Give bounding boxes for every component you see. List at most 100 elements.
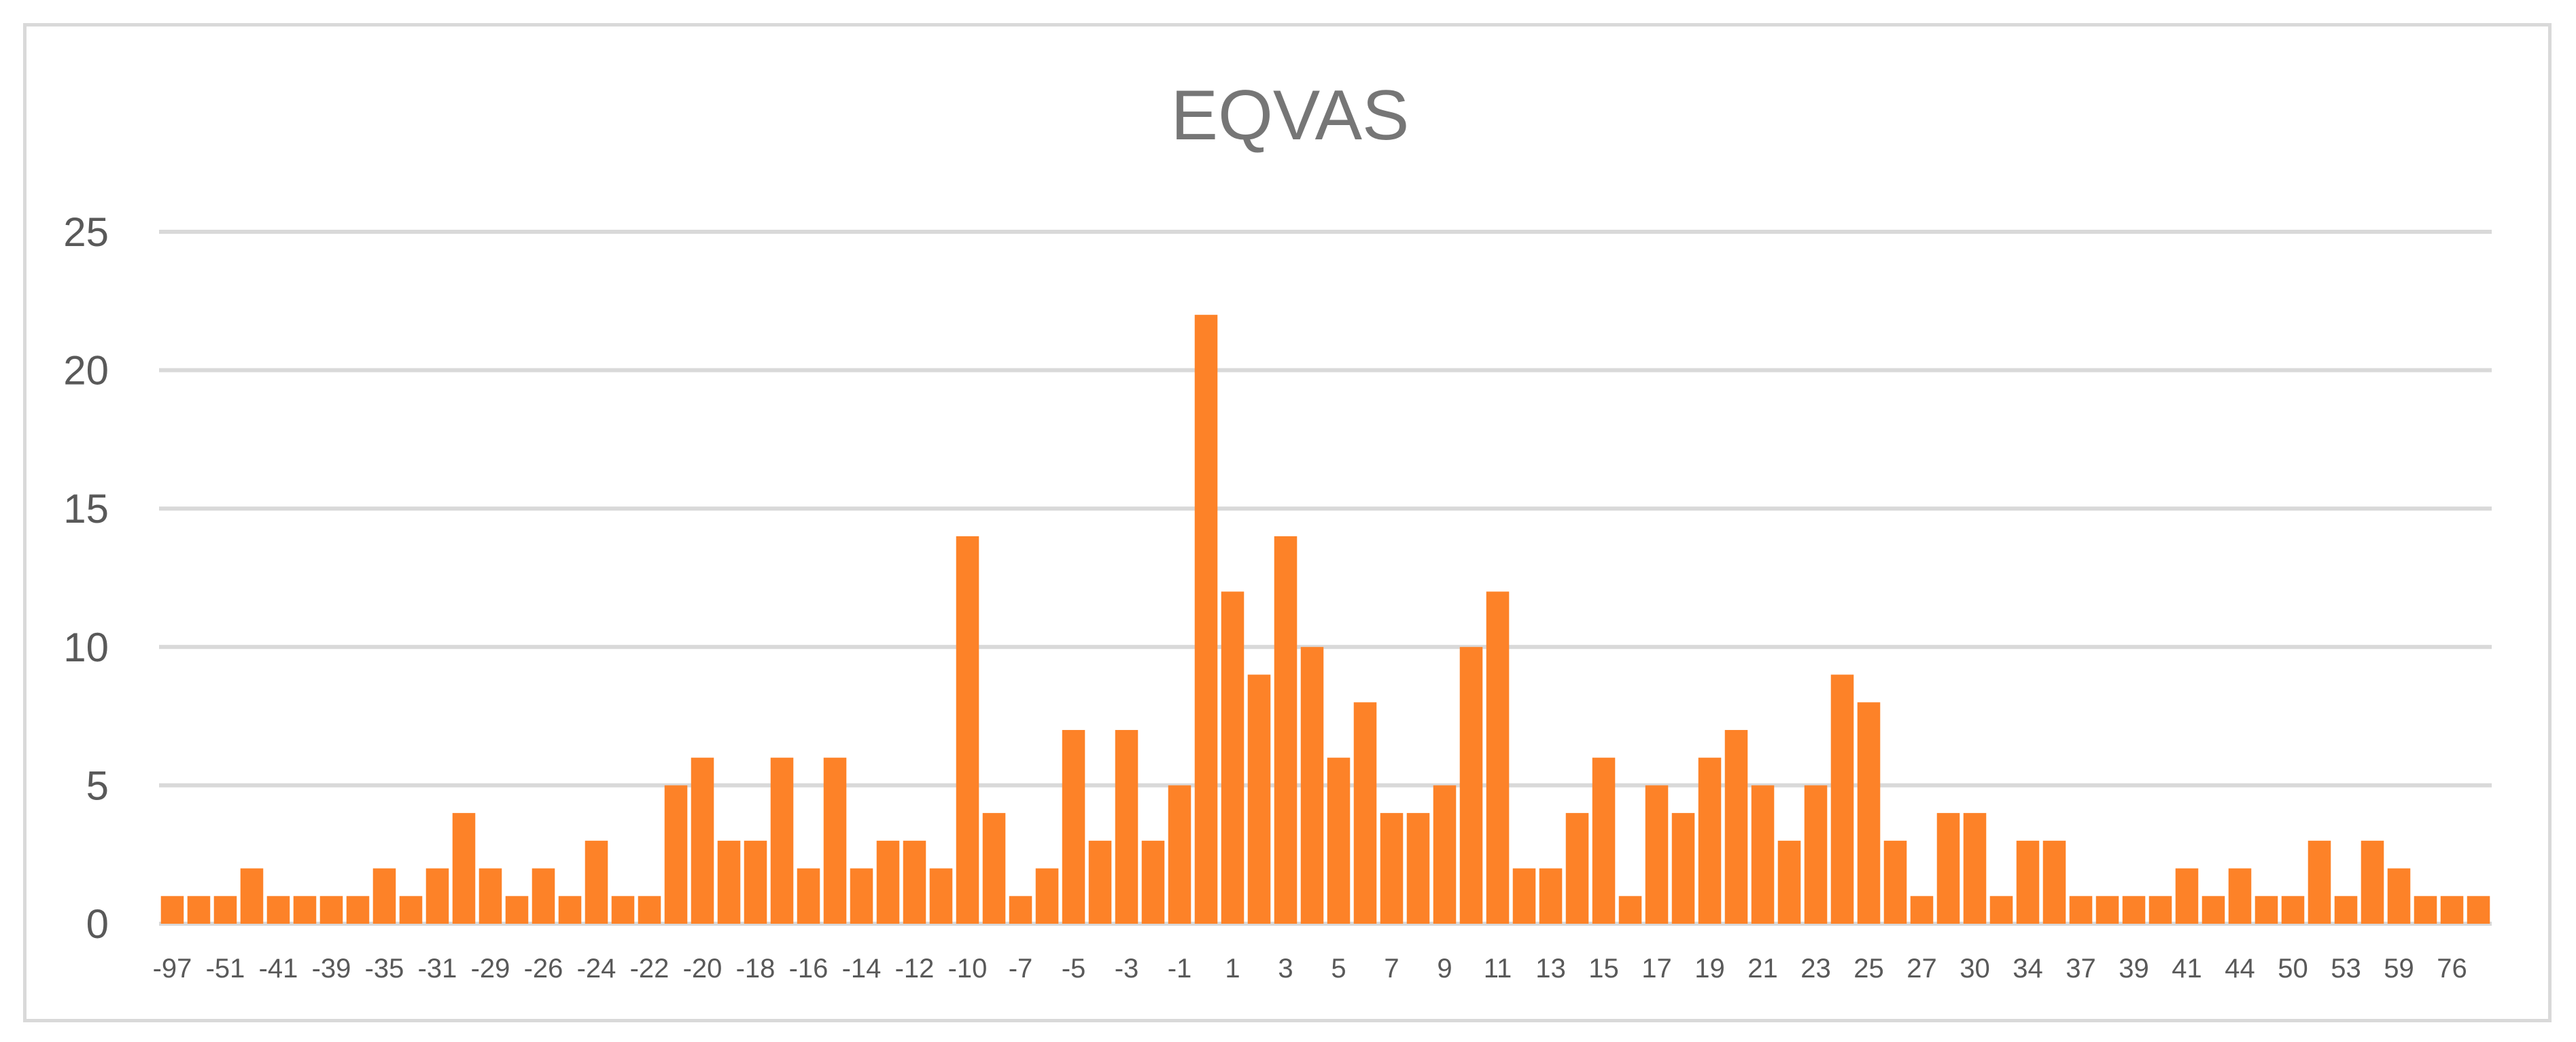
bar-33 bbox=[1035, 868, 1059, 924]
x-tick-label: -41 bbox=[259, 954, 298, 984]
bar-19 bbox=[664, 785, 688, 924]
x-tick-label: -1 bbox=[1168, 954, 1192, 984]
x-tick-label: -51 bbox=[206, 954, 245, 984]
x-tick-label: 59 bbox=[2384, 954, 2414, 984]
x-tick-label: -22 bbox=[630, 954, 669, 984]
bar-29 bbox=[929, 868, 953, 924]
bar-2 bbox=[213, 896, 237, 924]
x-tick-label: 17 bbox=[1641, 954, 1672, 984]
bar-61 bbox=[1777, 840, 1801, 924]
x-tick-label: 1 bbox=[1225, 954, 1240, 984]
bar-75 bbox=[2148, 896, 2172, 924]
x-tick-label: -14 bbox=[842, 954, 882, 984]
bar-39 bbox=[1194, 315, 1218, 924]
bar-18 bbox=[638, 896, 661, 924]
bar-56 bbox=[1645, 785, 1669, 924]
x-tick-label: -5 bbox=[1062, 954, 1086, 984]
bar-51 bbox=[1512, 868, 1536, 924]
x-tick-label: -16 bbox=[789, 954, 829, 984]
bar-73 bbox=[2095, 896, 2119, 924]
bar-42 bbox=[1274, 536, 1298, 924]
bar-74 bbox=[2122, 896, 2146, 924]
x-tick-label: 76 bbox=[2437, 954, 2467, 984]
y-tick-label: 25 bbox=[63, 209, 109, 255]
bar-23 bbox=[770, 757, 794, 924]
y-tick-label: 10 bbox=[63, 625, 109, 670]
bar-6 bbox=[319, 896, 343, 924]
bar-4 bbox=[266, 896, 290, 924]
x-tick-label: 50 bbox=[2278, 954, 2308, 984]
bar-60 bbox=[1751, 785, 1775, 924]
bars bbox=[160, 315, 2490, 924]
x-tick-label: 41 bbox=[2172, 954, 2202, 984]
bar-49 bbox=[1459, 646, 1483, 924]
y-tick-label: 15 bbox=[63, 486, 109, 532]
x-tick-label: -3 bbox=[1115, 954, 1139, 984]
bar-63 bbox=[1830, 674, 1854, 924]
x-tick-label: -10 bbox=[948, 954, 988, 984]
gridlines bbox=[159, 230, 2492, 926]
bar-65 bbox=[1883, 840, 1907, 924]
x-tick-label: -26 bbox=[524, 954, 563, 984]
bar-69 bbox=[1989, 896, 2013, 924]
x-tick-label: -29 bbox=[471, 954, 510, 984]
bar-12 bbox=[478, 868, 502, 924]
bar-81 bbox=[2308, 840, 2331, 924]
bar-52 bbox=[1539, 868, 1563, 924]
y-tick-label: 20 bbox=[63, 348, 109, 394]
bar-87 bbox=[2467, 896, 2490, 924]
bar-44 bbox=[1327, 757, 1351, 924]
bar-67 bbox=[1936, 813, 1960, 924]
bar-36 bbox=[1115, 729, 1138, 924]
bar-66 bbox=[1910, 896, 1934, 924]
bar-37 bbox=[1141, 840, 1165, 924]
bar-13 bbox=[505, 896, 529, 924]
bar-70 bbox=[2016, 840, 2040, 924]
bar-85 bbox=[2414, 896, 2437, 924]
bar-25 bbox=[823, 757, 847, 924]
y-tick-label: 0 bbox=[86, 901, 109, 947]
bar-54 bbox=[1592, 757, 1616, 924]
bar-28 bbox=[903, 840, 926, 924]
bar-20 bbox=[691, 757, 714, 924]
x-tick-label: 37 bbox=[2066, 954, 2096, 984]
bar-0 bbox=[160, 896, 184, 924]
bar-27 bbox=[876, 840, 900, 924]
bar-46 bbox=[1380, 813, 1404, 924]
bar-77 bbox=[2201, 896, 2225, 924]
bar-21 bbox=[717, 840, 741, 924]
x-tick-label: 9 bbox=[1437, 954, 1452, 984]
x-tick-label: 44 bbox=[2225, 954, 2255, 984]
bar-22 bbox=[744, 840, 767, 924]
x-tick-label: 27 bbox=[1907, 954, 1937, 984]
bar-78 bbox=[2228, 868, 2252, 924]
bar-86 bbox=[2440, 896, 2464, 924]
y-tick-label: 5 bbox=[86, 763, 109, 808]
bar-45 bbox=[1353, 702, 1377, 924]
bar-9 bbox=[399, 896, 423, 924]
bar-17 bbox=[611, 896, 635, 924]
x-tick-label: -24 bbox=[577, 954, 616, 984]
bar-34 bbox=[1062, 729, 1085, 924]
bar-3 bbox=[240, 868, 264, 924]
bar-59 bbox=[1724, 729, 1748, 924]
bar-1 bbox=[187, 896, 211, 924]
bar-57 bbox=[1671, 813, 1695, 924]
bar-53 bbox=[1565, 813, 1589, 924]
x-tick-label: 21 bbox=[1747, 954, 1778, 984]
bar-68 bbox=[1963, 813, 1987, 924]
bar-41 bbox=[1247, 674, 1271, 924]
x-tick-label: 30 bbox=[1960, 954, 1990, 984]
x-tick-label: 15 bbox=[1588, 954, 1619, 984]
x-tick-label: 11 bbox=[1484, 954, 1512, 984]
x-tick-label: 23 bbox=[1800, 954, 1831, 984]
x-tick-label: 13 bbox=[1535, 954, 1566, 984]
bar-11 bbox=[452, 813, 476, 924]
bar-62 bbox=[1804, 785, 1828, 924]
x-tick-label: -35 bbox=[365, 954, 404, 984]
bar-79 bbox=[2255, 896, 2278, 924]
y-axis-ticks: 0 5 10 15 20 25 bbox=[63, 209, 109, 947]
x-tick-label: 34 bbox=[2013, 954, 2043, 984]
x-axis-ticks: -97 -51 -41 -39 -35 -31 -29 -26 -24 -22 -20 -18 -16-… bbox=[153, 954, 2467, 984]
